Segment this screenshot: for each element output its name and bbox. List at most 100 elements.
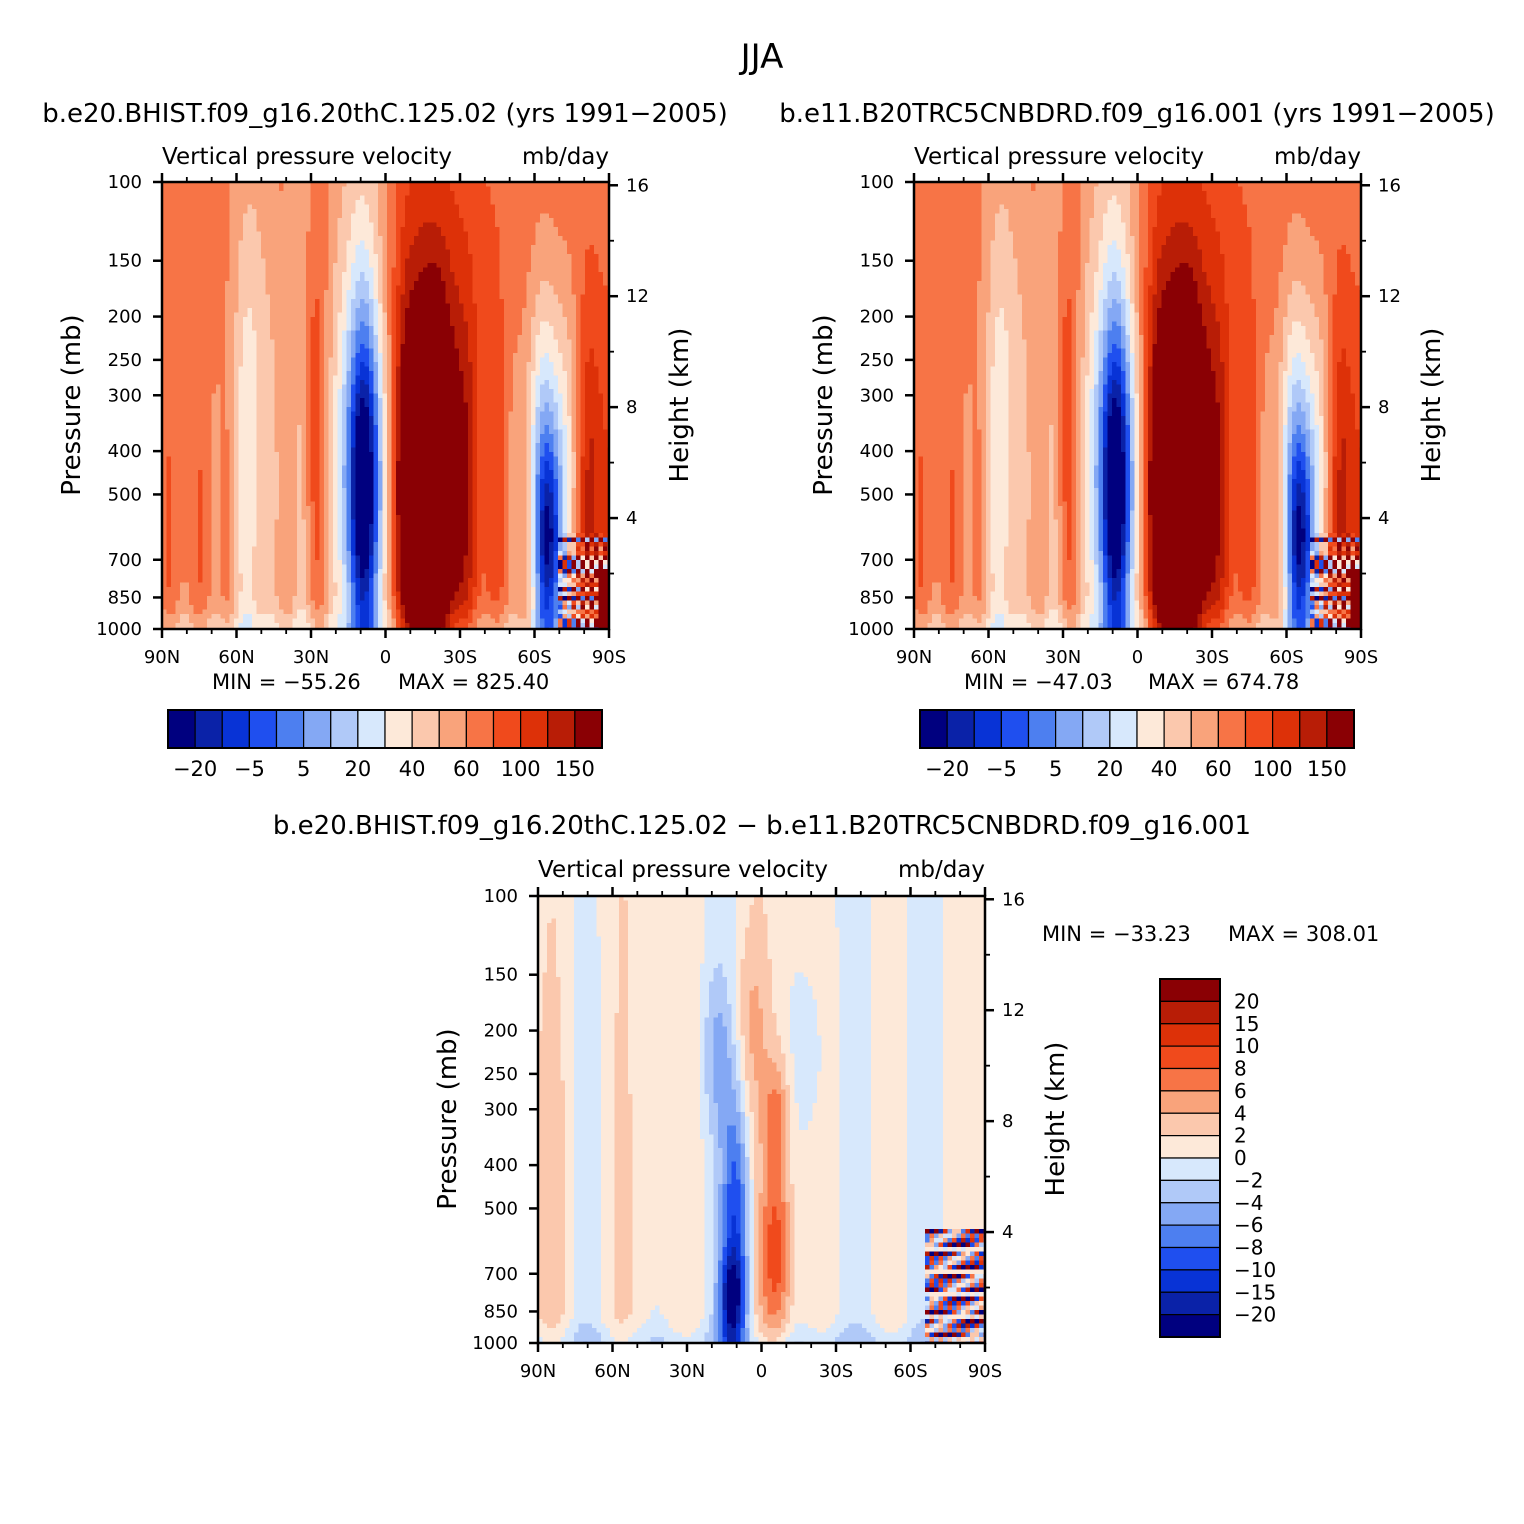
contour-cell	[243, 213, 249, 219]
contour-cell	[513, 186, 519, 192]
contour-cell	[279, 276, 285, 282]
contour-cell	[202, 389, 208, 395]
contour-cell	[162, 308, 168, 314]
contour-cell	[495, 389, 501, 395]
contour-cell	[477, 195, 483, 201]
contour-cell	[310, 191, 316, 197]
contour-cell	[315, 236, 321, 242]
contour-cell	[162, 312, 168, 318]
contour-cell	[378, 213, 384, 219]
contour-cell	[490, 348, 496, 354]
contour-cell	[544, 321, 550, 327]
contour-cell	[319, 249, 325, 255]
contour-cell	[423, 281, 429, 287]
contour-cell	[459, 186, 465, 192]
contour-cell	[414, 326, 420, 332]
contour-cell	[351, 326, 357, 332]
contour-cell	[256, 213, 262, 219]
contour-cell	[337, 335, 343, 341]
contour-cell	[288, 272, 294, 278]
contour-cell	[274, 276, 280, 282]
contour-cell	[472, 357, 478, 363]
contour-cell	[324, 222, 330, 228]
contour-cell	[441, 191, 447, 197]
contour-cell	[445, 362, 451, 368]
contour-cell	[225, 276, 231, 282]
contour-cell	[477, 240, 483, 246]
contour-cell	[364, 276, 370, 282]
contour-cell	[445, 294, 451, 300]
contour-cell	[535, 249, 541, 255]
contour-cell	[328, 209, 334, 215]
contour-cell	[306, 384, 312, 390]
contour-cell	[567, 362, 573, 368]
contour-cell	[558, 245, 564, 251]
contour-cell	[189, 380, 195, 386]
contour-cell	[324, 384, 330, 390]
contour-cell	[513, 227, 519, 233]
contour-cell	[517, 272, 523, 278]
contour-cell	[513, 357, 519, 363]
contour-cell	[445, 402, 451, 408]
contour-cell	[171, 227, 177, 233]
contour-cell	[360, 353, 366, 359]
contour-cell	[481, 263, 487, 269]
contour-cell	[216, 339, 222, 345]
contour-cell	[175, 227, 181, 233]
contour-cell	[562, 195, 568, 201]
contour-cell	[576, 267, 582, 273]
contour-cell	[454, 335, 460, 341]
contour-cell	[477, 353, 483, 359]
contour-cell	[576, 330, 582, 336]
contour-cell	[535, 393, 541, 399]
contour-cell	[256, 299, 262, 305]
contour-cell	[459, 218, 465, 224]
contour-cell	[450, 308, 456, 314]
contour-cell	[162, 200, 168, 206]
contour-cell	[166, 231, 172, 237]
contour-cell	[333, 249, 339, 255]
contour-cell	[540, 258, 546, 264]
contour-cell	[567, 249, 573, 255]
contour-cell	[531, 312, 537, 318]
contour-cell	[382, 398, 388, 404]
contour-cell	[369, 204, 375, 210]
contour-cell	[211, 236, 217, 242]
contour-cell	[387, 258, 393, 264]
contour-cell	[387, 402, 393, 408]
contour-cell	[405, 303, 411, 309]
contour-cell	[598, 285, 604, 291]
contour-cell	[391, 281, 397, 287]
contour-cell	[324, 330, 330, 336]
contour-cell	[310, 393, 316, 399]
contour-cell	[450, 326, 456, 332]
contour-cell	[535, 258, 541, 264]
contour-cell	[589, 231, 595, 237]
contour-cell	[594, 285, 600, 291]
contour-cell	[549, 353, 555, 359]
contour-cell	[526, 276, 532, 282]
contour-cell	[166, 182, 172, 188]
contour-cell	[229, 195, 235, 201]
contour-cell	[472, 276, 478, 282]
contour-cell	[270, 317, 276, 323]
contour-cell	[189, 186, 195, 192]
contour-cell	[531, 339, 537, 345]
contour-cell	[225, 186, 231, 192]
contour-cell	[508, 312, 514, 318]
contour-cell	[468, 209, 474, 215]
contour-cell	[306, 330, 312, 336]
contour-cell	[405, 312, 411, 318]
contour-cell	[171, 303, 177, 309]
contour-cell	[432, 353, 438, 359]
contour-cell	[477, 366, 483, 372]
contour-cell	[207, 335, 213, 341]
contour-cell	[454, 303, 460, 309]
contour-cell	[216, 294, 222, 300]
contour-cell	[193, 348, 199, 354]
contour-cell	[198, 272, 204, 278]
contour-cell	[288, 200, 294, 206]
contour-cell	[382, 209, 388, 215]
contour-cell	[382, 357, 388, 363]
contour-cell	[252, 263, 258, 269]
